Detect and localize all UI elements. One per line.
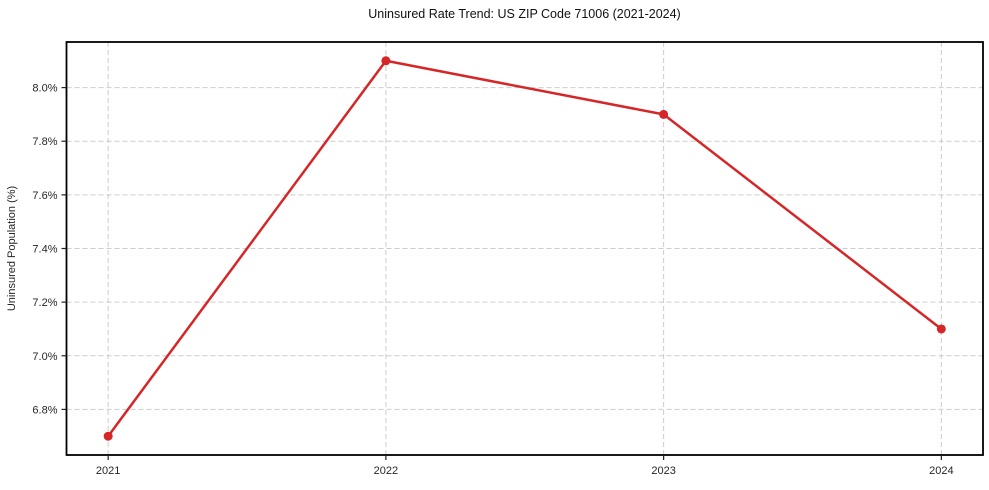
x-tick-label: 2021 <box>96 465 120 477</box>
trend-line <box>106 59 943 438</box>
y-axis-label: Uninsured Population (%) <box>6 186 18 311</box>
y-tick-label: 7.6% <box>32 190 57 202</box>
y-tick-label: 7.2% <box>32 297 57 309</box>
y-tick-label: 7.8% <box>32 136 57 148</box>
data-point-2022 <box>381 56 391 66</box>
y-tick-label: 6.8% <box>32 404 57 416</box>
y-tick-label: 8.0% <box>32 83 57 95</box>
y-tick-label: 7.4% <box>32 244 57 256</box>
x-tick-label: 2024 <box>929 465 953 477</box>
data-point-2021 <box>103 431 113 441</box>
chart-title: Uninsured Rate Trend: US ZIP Code 71006 … <box>368 7 681 21</box>
x-tick-label: 2023 <box>651 465 675 477</box>
x-tick-label: 2022 <box>374 465 398 477</box>
data-point-2023 <box>659 109 669 119</box>
y-tick-label: 7.0% <box>32 351 57 363</box>
data-point-2024 <box>936 324 946 334</box>
